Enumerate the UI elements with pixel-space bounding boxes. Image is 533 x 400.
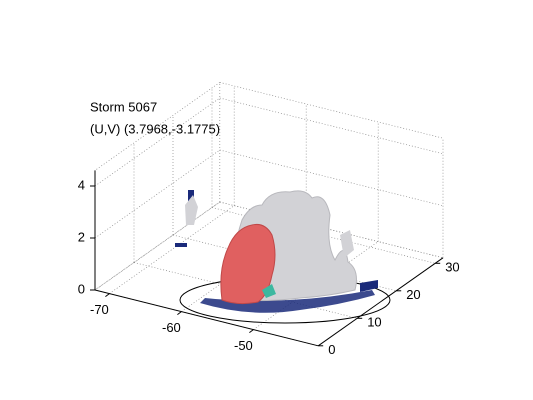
z-tick-label: 4 (78, 177, 85, 192)
axis-layer: -70 -60 -50 0 10 20 30 0 2 4 (78, 170, 460, 357)
x-tick-label: -70 (90, 302, 109, 317)
chart-title: Storm 5067 (90, 99, 157, 114)
x-axis (94, 289, 319, 347)
precip-surface (220, 224, 276, 305)
low-surface (200, 290, 375, 313)
isosurfaces (175, 190, 391, 324)
x-tick-label: -60 (162, 320, 181, 335)
y-tick-label: 10 (367, 315, 381, 330)
y-tick-label: 30 (445, 260, 459, 275)
chart-subtitle: (U,V) (3.7968,-3.1775) (90, 121, 220, 136)
precip-core (262, 284, 276, 298)
x-tick-label: -50 (234, 338, 253, 353)
y-axis (317, 257, 444, 347)
z-tick-label: 0 (78, 281, 85, 296)
y-tick-label: 0 (328, 342, 335, 357)
y-tick-label: 20 (406, 287, 420, 302)
x-tick (249, 329, 254, 334)
x-tick (105, 293, 110, 298)
x-tick (177, 311, 182, 316)
z-tick-label: 2 (78, 229, 85, 244)
